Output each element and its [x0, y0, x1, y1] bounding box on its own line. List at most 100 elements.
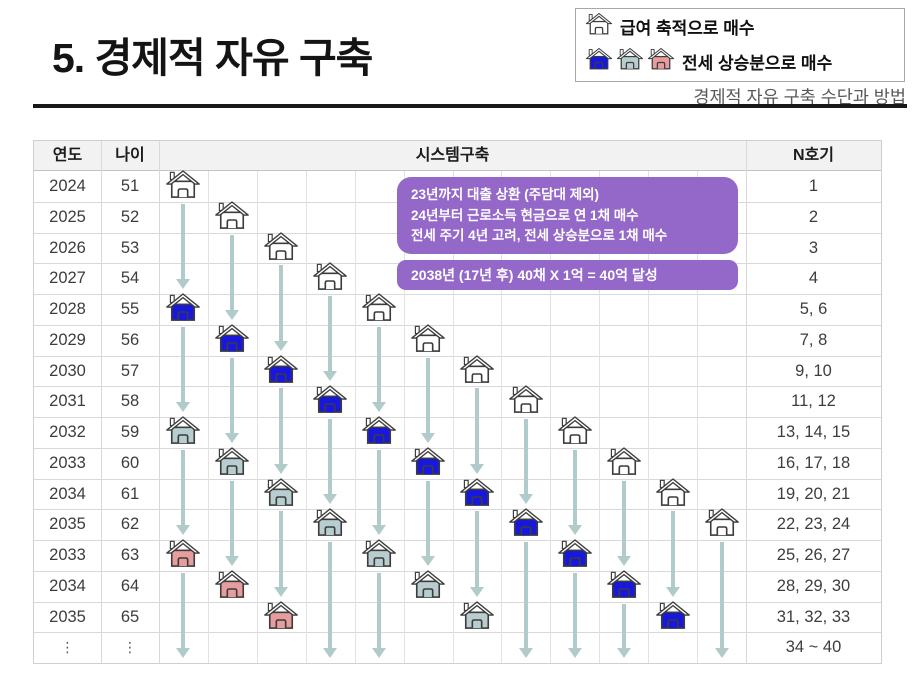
- arrowhead-icon: [274, 586, 289, 597]
- house-icon-pink: [214, 569, 250, 600]
- arrowhead-icon: [323, 648, 338, 658]
- house-icon-white: [585, 12, 613, 41]
- house-icon-white: [704, 507, 740, 538]
- callout-goal: 2038년 (17년 후) 40채 X 1억 = 40억 달성: [397, 260, 738, 290]
- house-icon-gray: [263, 477, 299, 508]
- arrowhead-icon: [274, 340, 289, 351]
- arrowhead-icon: [518, 494, 533, 505]
- house-icon-blue: [655, 600, 691, 631]
- callout-strategy-line-3: 전세 주기 4년 고려, 전세 상승분으로 1채 매수: [411, 228, 668, 243]
- arrowhead-icon: [616, 555, 631, 566]
- arrowhead-icon: [176, 525, 191, 535]
- grid-line-h: [34, 355, 881, 357]
- flow-arrow: [616, 603, 631, 658]
- arrowhead-icon: [469, 586, 484, 597]
- flow-arrow: [274, 511, 289, 597]
- grid-line-v: [354, 171, 356, 663]
- legend-icons-salary: [585, 12, 613, 41]
- unit-cell: 4: [808, 269, 819, 288]
- flow-arrow: [567, 449, 582, 535]
- arrowhead-icon: [372, 402, 387, 412]
- table-header-background: [34, 141, 881, 171]
- house-icon-blue: [557, 538, 593, 569]
- flow-arrow: [372, 572, 387, 658]
- callout-goal-line-1: 2038년 (17년 후) 40채 X 1억 = 40억 달성: [411, 267, 658, 283]
- arrowhead-icon: [665, 586, 680, 597]
- arrowhead-icon: [518, 648, 533, 658]
- arrowhead-icon: [421, 555, 436, 566]
- flow-arrow: [225, 234, 240, 320]
- system-table: 연도 나이 시스템구축 N호기 2024 51 1 2025 52 2 2026 53 3 202…: [33, 140, 882, 664]
- age-cell: 59: [120, 423, 140, 441]
- arrowhead-icon: [469, 463, 484, 474]
- flow-arrow: [274, 265, 289, 351]
- year-cell: 2025: [49, 207, 86, 226]
- unit-cell: 11, 12: [791, 392, 836, 411]
- house-icon-white: [508, 384, 544, 415]
- age-cell: 55: [120, 300, 140, 318]
- house-icon-white: [361, 292, 397, 323]
- house-icon-gray: [410, 569, 446, 600]
- house-icon-white: [165, 169, 201, 200]
- unit-cell: 9, 10: [795, 361, 832, 380]
- arrowhead-icon: [372, 648, 387, 658]
- grid-line-h: [34, 478, 881, 480]
- year-cell: 2035: [49, 607, 86, 626]
- arrowhead-icon: [225, 432, 240, 443]
- age-cell: 60: [120, 453, 140, 472]
- grid-line-v: [256, 171, 258, 663]
- arrowhead-icon: [616, 648, 631, 658]
- flow-arrow: [421, 357, 436, 443]
- age-cell: 51: [120, 177, 140, 195]
- arrowhead-icon: [225, 309, 240, 320]
- house-icon-white: [312, 261, 348, 292]
- flow-arrow: [616, 480, 631, 566]
- house-icon-blue: [410, 446, 446, 477]
- age-cell: 57: [120, 361, 140, 380]
- flow-arrow: [469, 388, 484, 474]
- age-cell: 64: [120, 576, 140, 595]
- house-icon-gray: [312, 507, 348, 538]
- age-cell: 62: [120, 515, 140, 534]
- grid-line-v: [697, 171, 699, 663]
- house-icon-gray: [165, 415, 201, 446]
- unit-cell: 13, 14, 15: [776, 423, 851, 441]
- flow-arrow: [176, 449, 191, 535]
- arrowhead-icon: [274, 463, 289, 474]
- callout-strategy: 23년까지 대출 상환 (주담대 제외) 24년부터 근로소득 현금으로 연 1…: [397, 177, 738, 254]
- column-header-year: 연도: [52, 147, 83, 164]
- age-cell: 53: [120, 238, 140, 257]
- house-icon-blue: [361, 415, 397, 446]
- flow-arrow: [469, 511, 484, 597]
- unit-cell: 34 ~ 40: [785, 638, 842, 657]
- grid-line-h: [34, 632, 881, 634]
- flow-arrow: [567, 572, 582, 658]
- grid-line-v: [648, 171, 650, 663]
- legend-label-jeonse: 전세 상승분으로 매수: [682, 54, 833, 73]
- grid-line-h: [34, 601, 881, 603]
- grid-line-h: [34, 570, 881, 572]
- arrowhead-icon: [323, 494, 338, 505]
- flow-arrow: [323, 419, 338, 505]
- age-cell: ⋮: [123, 639, 137, 656]
- house-icon-gray: [361, 538, 397, 569]
- arrowhead-icon: [372, 525, 387, 535]
- house-icon-gray: [459, 600, 495, 631]
- house-icon-white: [655, 477, 691, 508]
- flow-arrow: [176, 572, 191, 658]
- grid-line-h: [34, 540, 881, 541]
- legend-row-jeonse: 전세 상승분으로 매수: [576, 44, 904, 79]
- flow-arrow: [225, 357, 240, 443]
- age-cell: 61: [120, 484, 140, 503]
- title-divider: [33, 104, 907, 108]
- grid-line-h: [34, 324, 881, 326]
- age-cell: 52: [120, 207, 140, 226]
- column-header-age: 나이: [115, 147, 145, 164]
- house-icon-white: [214, 200, 250, 231]
- house-icon-white: [459, 354, 495, 385]
- house-icon-blue: [585, 47, 613, 76]
- house-icon-blue: [165, 292, 201, 323]
- page-title: 5. 경제적 자유 구축: [52, 35, 373, 81]
- house-icon-white: [410, 323, 446, 354]
